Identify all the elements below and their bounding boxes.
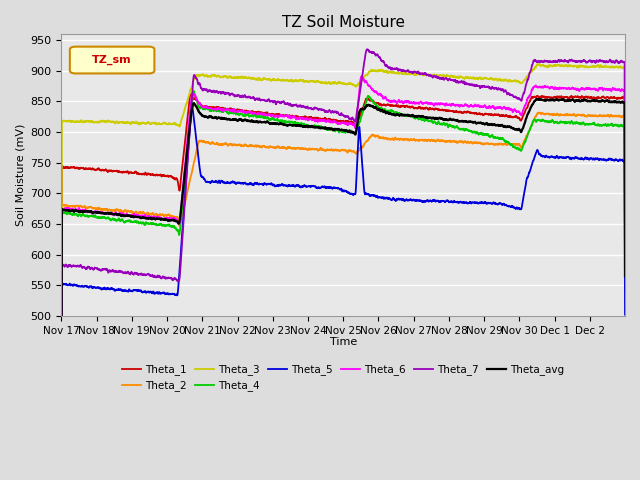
Theta_avg (535, 96, 543, 102)
Theta_avg (532, 96, 540, 102)
Theta_3 (415, 72, 423, 78)
Line: Theta_5: Theta_5 (61, 105, 625, 453)
Theta_4 (615, 124, 623, 130)
Theta_1 (535, 94, 543, 100)
Line: Theta_4: Theta_4 (61, 91, 625, 418)
Theta_3 (58, 369, 65, 375)
Theta_7 (615, 60, 623, 65)
Theta_2 (535, 109, 543, 115)
Theta_1 (501, 113, 509, 119)
Theta_7 (621, 246, 629, 252)
Theta_7 (501, 88, 509, 94)
Text: TZ_sm: TZ_sm (92, 55, 132, 65)
Theta_7 (58, 441, 65, 447)
Theta_3 (501, 77, 509, 83)
Theta_3 (173, 122, 180, 128)
Theta_4 (173, 228, 180, 233)
Line: Theta_avg: Theta_avg (61, 99, 625, 416)
Theta_3 (615, 64, 623, 70)
Theta_avg (621, 274, 629, 279)
Theta_4 (58, 415, 65, 421)
Theta_1 (173, 176, 180, 182)
Theta_2 (173, 215, 180, 220)
Theta_4 (416, 116, 424, 121)
Theta_avg (501, 123, 509, 129)
Theta_5 (621, 312, 629, 317)
Theta_5 (535, 151, 543, 157)
Theta_2 (465, 140, 473, 145)
Theta_3 (465, 75, 473, 81)
Theta_1 (621, 270, 629, 276)
Theta_7 (465, 81, 473, 87)
Theta_avg (415, 114, 423, 120)
Theta_7 (535, 58, 543, 64)
Theta_4 (535, 117, 543, 123)
Theta_5 (465, 200, 473, 205)
Theta_1 (615, 96, 623, 101)
Line: Theta_7: Theta_7 (61, 49, 625, 444)
Theta_6 (535, 84, 543, 90)
X-axis label: Time: Time (330, 337, 357, 347)
Theta_7 (173, 277, 180, 283)
Y-axis label: Soil Moisture (mV): Soil Moisture (mV) (15, 124, 25, 226)
Theta_7 (416, 71, 424, 76)
Theta_2 (58, 411, 65, 417)
Theta_2 (501, 141, 509, 146)
Theta_avg (615, 99, 623, 105)
Theta_avg (465, 119, 473, 125)
Theta_5 (416, 197, 424, 203)
Theta_1 (58, 392, 65, 397)
Line: Theta_2: Theta_2 (61, 112, 625, 414)
FancyBboxPatch shape (70, 47, 154, 73)
Theta_5 (58, 450, 65, 456)
Theta_2 (415, 137, 423, 143)
Theta_6 (358, 73, 365, 79)
Theta_6 (416, 100, 424, 106)
Theta_2 (535, 110, 543, 116)
Title: TZ Soil Moisture: TZ Soil Moisture (282, 15, 404, 30)
Theta_4 (621, 288, 629, 294)
Theta_4 (501, 139, 509, 144)
Theta_avg (173, 218, 180, 224)
Theta_2 (615, 113, 623, 119)
Theta_5 (173, 291, 180, 297)
Theta_7 (363, 47, 371, 52)
Theta_avg (58, 413, 65, 419)
Theta_6 (173, 217, 180, 223)
Theta_5 (501, 202, 509, 208)
Line: Theta_1: Theta_1 (61, 94, 625, 395)
Theta_1 (416, 104, 424, 110)
Theta_3 (533, 61, 541, 67)
Theta_6 (58, 413, 65, 419)
Theta_2 (621, 282, 629, 288)
Theta_6 (615, 86, 623, 92)
Theta_6 (465, 103, 473, 109)
Line: Theta_3: Theta_3 (61, 64, 625, 372)
Theta_5 (188, 102, 196, 108)
Theta_4 (465, 128, 473, 133)
Theta_4 (190, 88, 198, 94)
Theta_1 (465, 109, 473, 115)
Line: Theta_6: Theta_6 (61, 76, 625, 416)
Theta_3 (535, 62, 543, 68)
Theta_5 (615, 157, 623, 163)
Legend: Theta_1, Theta_2, Theta_3, Theta_4, Theta_5, Theta_6, Theta_7, Theta_avg: Theta_1, Theta_2, Theta_3, Theta_4, Thet… (118, 360, 568, 396)
Theta_6 (621, 264, 629, 270)
Theta_3 (621, 249, 629, 255)
Theta_1 (188, 91, 195, 97)
Theta_6 (501, 105, 509, 111)
